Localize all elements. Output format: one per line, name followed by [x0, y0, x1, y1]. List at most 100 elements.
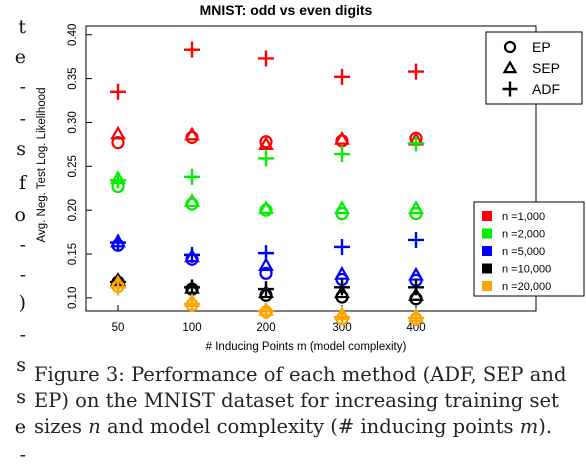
- left-margin-fragment: s: [16, 138, 26, 160]
- point-sep-n3: [408, 286, 424, 301]
- point-sep-n2: [334, 265, 350, 280]
- x-tick-label: 50: [112, 322, 125, 334]
- point-sep-n1: [334, 200, 350, 214]
- method-legend-label: EP: [532, 39, 551, 55]
- caption-text-2: and model complexity (# inducing points: [107, 415, 514, 438]
- y-tick-label: 0.30: [67, 111, 79, 133]
- size-legend-label: n =10,000: [502, 264, 551, 276]
- left-margin-fragment: ): [18, 292, 26, 314]
- x-tick-label: 200: [256, 322, 275, 334]
- size-legend-swatch: [482, 228, 492, 239]
- left-margin-text: t e - - s f o - -) - s s e -: [0, 0, 28, 465]
- left-margin-fragment: o: [14, 204, 26, 226]
- size-legend-swatch: [482, 246, 492, 256]
- y-tick-label: 0.10: [67, 287, 79, 309]
- point-adf-n1: [110, 172, 126, 189]
- point-adf-n1: [258, 150, 274, 167]
- point-adf-n2: [184, 246, 200, 263]
- point-adf-n4: [258, 303, 274, 319]
- caption-var-m: m: [519, 415, 539, 438]
- point-adf-n1: [334, 146, 350, 163]
- point-adf-n4: [184, 295, 200, 312]
- point-adf-n2: [334, 238, 350, 255]
- method-legend-box: [485, 31, 583, 105]
- point-adf-n0: [334, 68, 350, 85]
- size-legend-label: n =20,000: [502, 281, 551, 293]
- left-margin-fragment: s: [16, 354, 26, 376]
- point-sep-n0: [110, 125, 126, 140]
- figure-caption: Figure 3: Performance of each method (AD…: [34, 362, 582, 440]
- point-adf-n1: [408, 135, 424, 152]
- left-margin-fragment: -: [19, 234, 26, 256]
- point-adf-n1: [184, 168, 200, 185]
- point-sep-n0: [258, 136, 274, 150]
- y-tick-label: 0.20: [67, 199, 79, 221]
- left-margin-fragment: f: [18, 172, 26, 194]
- size-legend-label: n =1,000: [502, 211, 545, 223]
- method-legend-label: SEP: [532, 60, 560, 76]
- left-margin-fragment: -: [19, 324, 26, 346]
- x-tick-label: 400: [406, 322, 425, 334]
- y-axis: 0.10 0.15 0.20 0.25 0.30 0.35 0.40: [67, 24, 92, 309]
- x-axis-label: # Inducing Points m (model complexity): [206, 341, 407, 353]
- chart-title: MNIST: odd vs even digits: [200, 2, 373, 18]
- left-margin-fragment: s: [16, 386, 26, 408]
- point-adf-n3: [408, 279, 424, 296]
- point-adf-n0: [258, 50, 274, 67]
- point-ep-n2: [259, 266, 273, 280]
- size-legend: n =1,000 n =2,000 n =5,000 n =10,000 n =20,0…: [473, 201, 585, 297]
- point-adf-n4: [334, 309, 350, 326]
- legend-triangle-icon: [502, 60, 518, 74]
- left-margin-fragment: -: [19, 444, 26, 466]
- point-adf-n0: [110, 83, 126, 100]
- point-adf-n2: [110, 234, 126, 251]
- method-legend-label: ADF: [532, 81, 560, 97]
- size-legend-box: [473, 201, 585, 297]
- legend-circle-icon: [503, 40, 517, 54]
- point-adf-n3: [258, 281, 274, 298]
- size-legend-label: n =5,000: [502, 246, 545, 258]
- point-sep-n3: [258, 284, 274, 299]
- point-adf-n3: [334, 279, 350, 296]
- caption-text-1: Performance of each method (ADF, SEP and…: [34, 363, 567, 438]
- point-sep-n1: [258, 200, 274, 214]
- x-tick-label: 300: [332, 322, 351, 334]
- point-sep-n0: [334, 130, 350, 145]
- plot-frame: [85, 25, 537, 312]
- caption-label: Figure 3:: [34, 363, 125, 386]
- point-adf-n4: [110, 279, 126, 296]
- mnist-chart: MNIST: odd vs even digits 0.100.150.200.…: [36, 2, 585, 353]
- point-ep-n0: [111, 136, 125, 150]
- left-margin-fragment: e: [14, 416, 26, 438]
- left-margin-fragment: -: [19, 76, 26, 98]
- left-margin-fragment: t: [18, 16, 26, 38]
- y-tick-label: 0.25: [67, 155, 79, 177]
- y-tick-label: 0.40: [67, 24, 79, 46]
- legend-plus-icon: [502, 81, 518, 97]
- point-adf-n2: [408, 231, 424, 248]
- y-axis-label: Avg. Neg. Test Log. Likelihood: [36, 88, 48, 243]
- size-legend-swatch: [482, 263, 492, 274]
- y-tick-label: 0.35: [67, 67, 79, 89]
- method-legend: EP SEP ADF: [485, 31, 583, 105]
- caption-text-3: ).: [538, 415, 553, 438]
- left-margin-fragment: e: [14, 46, 26, 68]
- point-sep-n0: [184, 126, 200, 141]
- size-legend-label: n =2,000: [502, 229, 545, 241]
- point-sep-n1: [184, 193, 200, 207]
- x-tick-label: 100: [182, 322, 201, 334]
- point-sep-n2: [258, 257, 274, 271]
- point-adf-n0: [408, 63, 424, 80]
- y-tick-label: 0.15: [67, 243, 79, 265]
- point-adf-n0: [184, 41, 200, 58]
- point-sep-n1: [408, 200, 424, 214]
- point-adf-n2: [258, 245, 274, 262]
- size-legend-swatch: [482, 211, 492, 221]
- point-adf-n3: [184, 279, 200, 296]
- point-adf-n4: [408, 310, 424, 327]
- left-margin-fragment: -: [19, 108, 26, 130]
- point-sep-n3: [334, 284, 350, 299]
- size-legend-swatch: [482, 281, 492, 291]
- data-marks: [110, 41, 424, 327]
- caption-var-n: n: [88, 415, 101, 438]
